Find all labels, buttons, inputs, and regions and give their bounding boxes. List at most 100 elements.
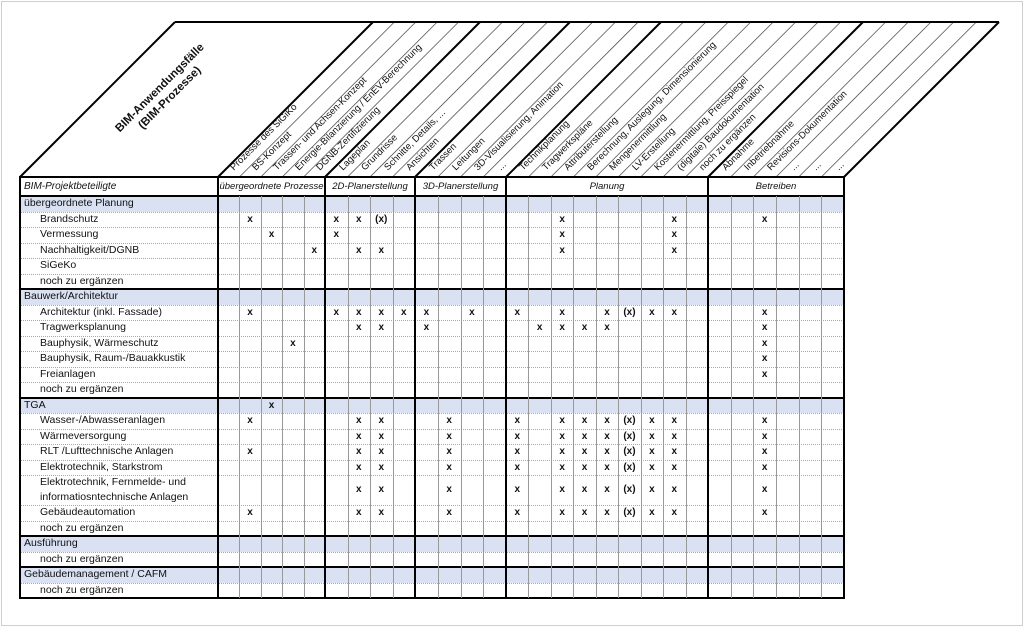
matrix-mark: x xyxy=(446,446,452,457)
matrix-mark: x xyxy=(355,306,362,318)
row-separator xyxy=(20,459,844,461)
matrix-mark: x xyxy=(671,306,678,318)
matrix-mark: x xyxy=(761,306,768,318)
grid-line-v xyxy=(730,196,732,598)
grid-line-v xyxy=(573,196,575,598)
matrix-mark: (x) xyxy=(623,446,636,457)
row-label: noch zu ergänzen xyxy=(40,274,124,287)
matrix-mark: x xyxy=(604,446,610,457)
table-border-h xyxy=(19,597,845,599)
matrix-mark: x xyxy=(581,322,588,333)
grid-line-v xyxy=(663,196,665,598)
row-label: RLT /Lufttechnische Anlagen xyxy=(40,445,174,457)
matrix-mark: (x) xyxy=(623,430,636,442)
matrix-mark: x xyxy=(247,213,253,225)
matrix-mark: x xyxy=(446,507,452,518)
matrix-mark: x xyxy=(268,229,275,240)
matrix-mark: x xyxy=(671,229,678,240)
matrix-mark: x xyxy=(378,415,385,426)
row-label: Gebäudeautomation xyxy=(40,506,136,518)
matrix-mark: x xyxy=(378,446,385,457)
matrix-mark: x xyxy=(559,430,565,442)
row-label: Nachhaltigkeit/DGNB xyxy=(40,243,140,256)
group-border-v xyxy=(324,176,326,599)
matrix-mark: x xyxy=(400,306,407,318)
matrix-mark: x xyxy=(355,415,362,426)
row-label: Wasser-/Abwasseranlagen xyxy=(40,414,166,426)
matrix-mark: x xyxy=(604,322,610,333)
row-label: Elektrotechnik, Fernmelde- und informatio… xyxy=(40,476,189,503)
matrix-mark: x xyxy=(446,430,452,442)
matrix-mark: x xyxy=(649,484,655,495)
group-border-v xyxy=(414,176,416,599)
matrix-mark: x xyxy=(423,306,430,318)
row-separator xyxy=(20,382,844,383)
grid-line-v xyxy=(640,196,642,598)
group-border-v xyxy=(707,176,709,599)
row-separator xyxy=(20,566,844,568)
row-separator xyxy=(20,258,844,259)
row-separator xyxy=(20,444,844,445)
matrix-mark: x xyxy=(761,368,768,380)
matrix-mark: x xyxy=(514,415,520,426)
row-separator xyxy=(20,475,844,476)
matrix-mark: x xyxy=(514,507,520,518)
grid-line-v xyxy=(347,196,349,598)
grid-line-v xyxy=(460,196,462,598)
matrix-mark: x xyxy=(378,306,385,318)
matrix-mark: x xyxy=(559,213,565,225)
group-header-2: 2D-Planerstellung xyxy=(325,177,415,196)
section-row-6 xyxy=(20,289,844,305)
matrix-mark: x xyxy=(355,446,362,457)
matrix-mark: x xyxy=(514,484,520,495)
row-separator xyxy=(20,288,844,290)
row-separator xyxy=(20,396,844,399)
matrix-mark: x xyxy=(559,415,565,426)
grid-line-v xyxy=(595,196,597,598)
matrix-mark: x xyxy=(355,430,362,442)
section-row-0 xyxy=(20,196,844,212)
grid-line-v xyxy=(437,196,439,598)
matrix-mark: x xyxy=(604,415,610,426)
matrix-mark: (x) xyxy=(623,306,636,318)
row-separator xyxy=(20,320,844,321)
row-label: Elektrotechnik, Starkstrom xyxy=(40,460,163,473)
matrix-mark: x xyxy=(446,461,452,473)
matrix-mark: x xyxy=(604,507,610,518)
matrix-mark: (x) xyxy=(623,507,636,518)
matrix-mark: x xyxy=(559,229,565,240)
row-separator xyxy=(20,351,844,352)
matrix-mark: x xyxy=(355,322,362,333)
grid-line-v xyxy=(753,196,755,598)
row-label: Wärmeversorgung xyxy=(40,429,127,442)
matrix-mark: x xyxy=(761,430,768,442)
grid-line-v xyxy=(303,196,305,598)
row-separator xyxy=(20,304,844,306)
matrix-mark: x xyxy=(761,353,768,364)
row-separator xyxy=(20,242,844,244)
row-label: noch zu ergänzen xyxy=(40,383,124,395)
matrix-mark: x xyxy=(671,461,678,473)
matrix-mark: x xyxy=(581,430,588,442)
matrix-mark: x xyxy=(671,507,678,518)
matrix-mark: x xyxy=(604,484,610,495)
matrix-mark: x xyxy=(378,322,385,333)
row-label: TGA xyxy=(24,398,46,411)
section-row-13 xyxy=(20,397,844,413)
row-label: Bauphysik, Raum-/Bauakkustik xyxy=(40,352,186,364)
matrix-mark: x xyxy=(355,213,362,225)
section-row-23 xyxy=(20,567,844,583)
matrix-mark: x xyxy=(649,507,655,518)
matrix-mark: x xyxy=(378,484,385,495)
row-separator xyxy=(20,413,844,414)
grid-line-v xyxy=(370,196,371,598)
matrix-mark: x xyxy=(559,446,565,457)
matrix-mark: x xyxy=(761,213,768,225)
matrix-mark: x xyxy=(671,244,678,256)
matrix-mark: x xyxy=(581,446,588,457)
row-separator xyxy=(20,273,844,275)
row-separator xyxy=(20,211,844,213)
row-label: Freianlagen xyxy=(40,367,96,380)
